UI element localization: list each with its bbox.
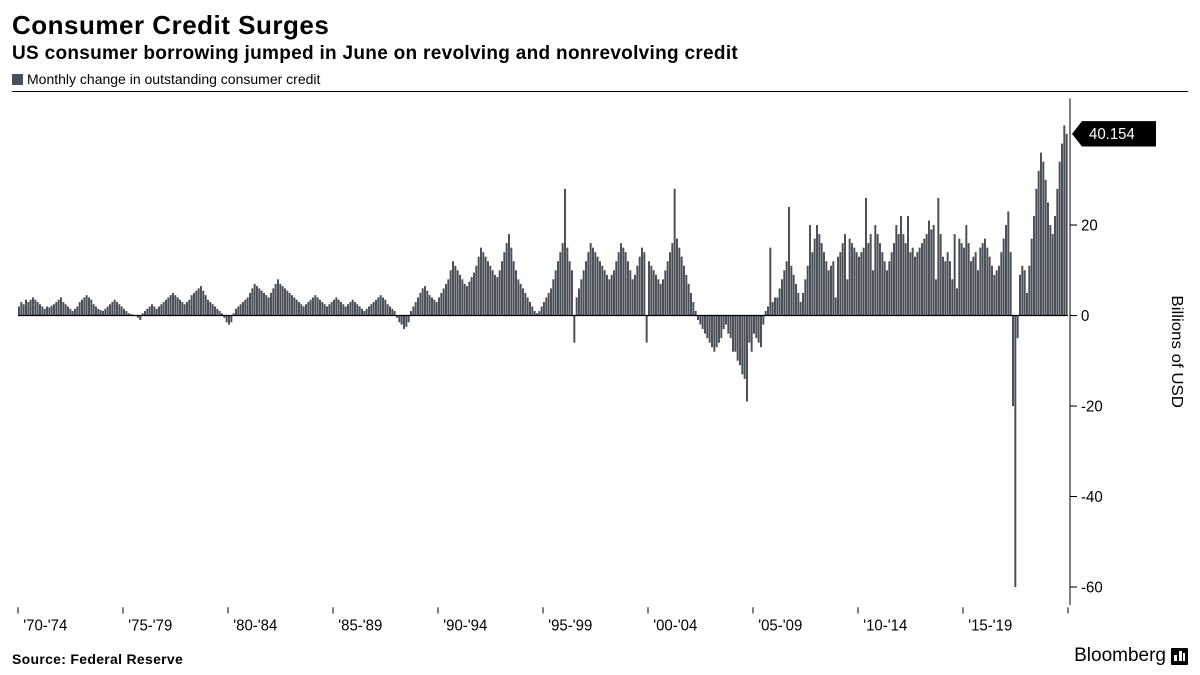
chart-legend: Monthly change in outstanding consumer c… (12, 71, 1188, 87)
svg-text:'95-'99: '95-'99 (548, 617, 592, 634)
chart-subtitle: US consumer borrowing jumped in June on … (12, 43, 1188, 65)
chart-source: Source: Federal Reserve (12, 651, 183, 667)
chart-area: -60 -40 -20 0 20 40.154 Billions of USD '70-'74… (12, 91, 1188, 641)
legend-swatch (12, 74, 23, 85)
chart-svg: -60 -40 -20 0 20 40.154 Billions of USD '70-'74… (12, 92, 1188, 641)
svg-text:'75-'79: '75-'79 (128, 617, 172, 634)
chart-title: Consumer Credit Surges (12, 10, 1188, 41)
svg-text:0: 0 (1081, 307, 1089, 324)
svg-text:20: 20 (1081, 217, 1098, 234)
svg-text:'15-'19: '15-'19 (968, 617, 1012, 634)
svg-text:'70-'74: '70-'74 (23, 617, 67, 634)
svg-text:-60: -60 (1081, 579, 1103, 596)
bloomberg-icon (1171, 648, 1188, 665)
svg-text:'05-'09: '05-'09 (758, 617, 802, 634)
svg-text:'85-'89: '85-'89 (338, 617, 382, 634)
svg-text:40.154: 40.154 (1089, 126, 1135, 143)
svg-text:'00-'04: '00-'04 (653, 617, 697, 634)
svg-text:'80-'84: '80-'84 (233, 617, 277, 634)
svg-text:-20: -20 (1081, 398, 1103, 415)
svg-text:Billions of USD: Billions of USD (1168, 295, 1186, 408)
svg-text:'10-'14: '10-'14 (863, 617, 907, 634)
svg-text:-40: -40 (1081, 488, 1103, 505)
legend-label: Monthly change in outstanding consumer c… (27, 71, 320, 87)
brand-label: Bloomberg (1074, 645, 1188, 667)
svg-text:'90-'94: '90-'94 (443, 617, 487, 634)
